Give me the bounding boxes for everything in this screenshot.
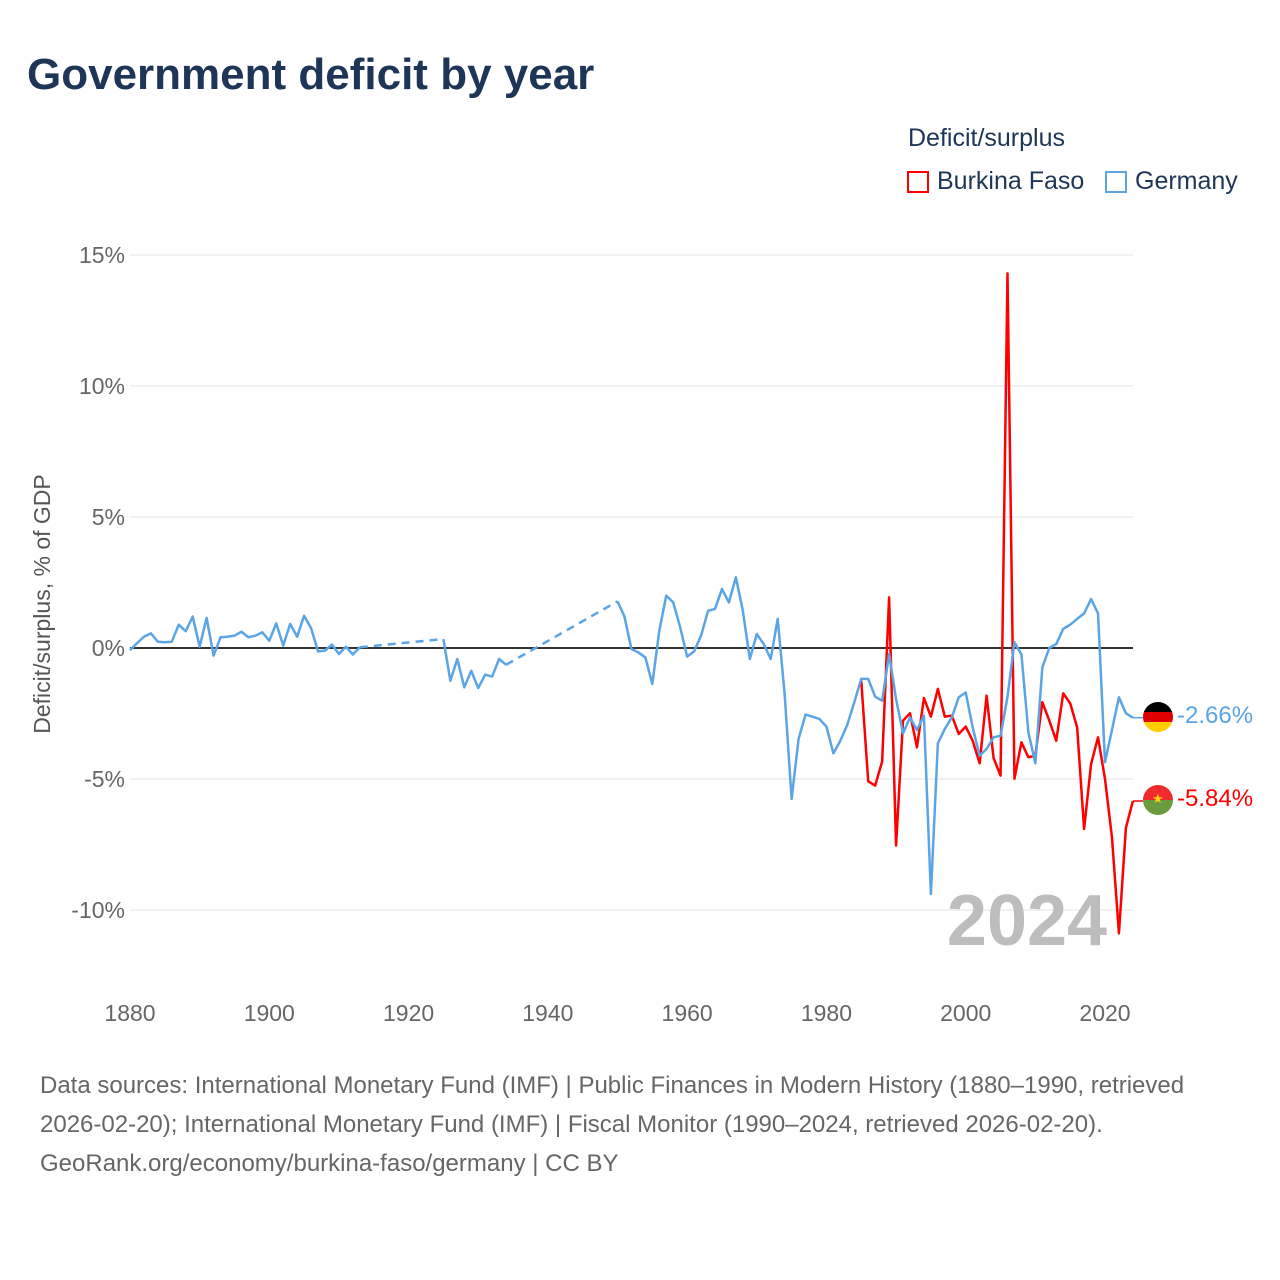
x-tick-label: 1920: [383, 1000, 434, 1026]
burkina-faso-end-label: -5.84%: [1177, 785, 1254, 812]
x-tick-label: 1960: [662, 1000, 713, 1026]
germany-line: [616, 576, 1134, 896]
x-tick-label: 2020: [1079, 1000, 1130, 1026]
legend-label: Burkina Faso: [937, 167, 1085, 195]
x-tick-label: 1880: [104, 1000, 155, 1026]
germany-gap-line: [359, 637, 444, 649]
germany-flag-icon: [1143, 702, 1173, 732]
y-tick-label: 5%: [92, 504, 125, 530]
y-tick-label: -5%: [84, 766, 125, 792]
x-tick-label: 1940: [522, 1000, 573, 1026]
credit-link[interactable]: GeoRank.org/economy/burkina-faso/germany…: [40, 1150, 619, 1177]
germany-end-label: -2.66%: [1177, 702, 1254, 729]
legend-item-burkina-faso[interactable]: Burkina Faso: [907, 167, 1084, 196]
y-tick-label: -10%: [71, 897, 125, 923]
data-sources: Data sources: International Monetary Fun…: [40, 1072, 1185, 1138]
y-tick-label: 0%: [92, 635, 125, 661]
year-watermark: 2024: [947, 881, 1107, 961]
x-tick-label: 2000: [940, 1000, 991, 1026]
burkina-faso-flag-icon: ★: [1143, 785, 1173, 815]
y-axis-label: Deficit/surplus, % of GDP: [29, 474, 55, 733]
page-title: Government deficit by year: [27, 50, 595, 99]
legend-title: Deficit/surplus: [908, 124, 1065, 152]
germany-line: [442, 638, 507, 690]
y-tick-label: 10%: [79, 373, 125, 399]
legend-swatch: [907, 170, 929, 193]
legend-swatch: [1105, 170, 1127, 193]
x-tick-label: 1900: [244, 1000, 295, 1026]
footer: Data sources: International Monetary Fun…: [40, 1066, 1240, 1183]
legend-label: Germany: [1135, 167, 1238, 195]
y-tick-label: 15%: [79, 242, 125, 268]
x-tick-label: 1980: [801, 1000, 852, 1026]
burkina-faso-line: [860, 272, 1135, 935]
legend-item-germany[interactable]: Germany: [1105, 167, 1238, 196]
germany-gap-line: [505, 600, 619, 666]
germany-line: [129, 614, 361, 657]
